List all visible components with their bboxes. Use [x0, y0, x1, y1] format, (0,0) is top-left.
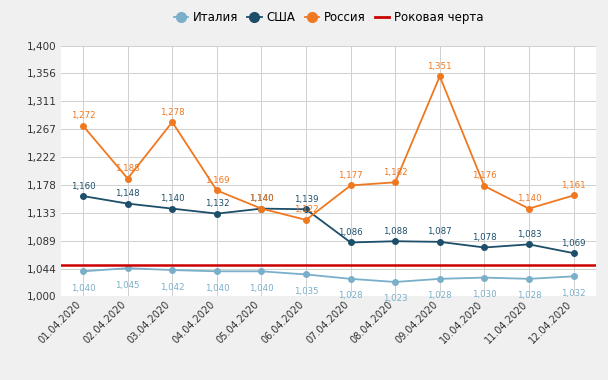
Text: 1,160: 1,160 [71, 182, 95, 190]
США [347, 240, 354, 245]
Text: 1,086: 1,086 [338, 228, 363, 237]
Россия [302, 218, 309, 222]
Италия [302, 272, 309, 277]
Text: 1,140: 1,140 [249, 194, 274, 203]
Италия [124, 266, 131, 271]
Text: 1,040: 1,040 [204, 284, 229, 293]
Text: 1,169: 1,169 [205, 176, 229, 185]
Роковая черта [80, 263, 87, 267]
Италия [481, 276, 488, 280]
Россия [436, 74, 443, 79]
Италия [80, 269, 87, 274]
Россия [213, 188, 221, 193]
Text: 1,278: 1,278 [160, 108, 185, 117]
Text: 1,272: 1,272 [71, 111, 95, 120]
Россия [80, 124, 87, 128]
Италия [213, 269, 221, 274]
Россия [258, 206, 265, 211]
Роковая черта [124, 263, 131, 267]
Text: 1,139: 1,139 [294, 195, 318, 204]
Text: 1,140: 1,140 [517, 194, 541, 203]
Россия [168, 120, 176, 124]
Text: 1,040: 1,040 [71, 284, 95, 293]
Text: 1,122: 1,122 [294, 205, 319, 214]
США [436, 239, 443, 244]
Text: 1,087: 1,087 [427, 227, 452, 236]
США [570, 251, 577, 255]
Line: Россия: Россия [80, 74, 576, 223]
Legend: Италия, США, Россия, Роковая черта: Италия, США, Россия, Роковая черта [169, 6, 488, 29]
Text: 1,035: 1,035 [294, 287, 319, 296]
Text: 1,188: 1,188 [116, 164, 140, 173]
Италия [570, 274, 577, 279]
Text: 1,040: 1,040 [249, 284, 274, 293]
Россия [347, 183, 354, 188]
Россия [525, 206, 533, 211]
Text: 1,045: 1,045 [116, 281, 140, 290]
Россия [570, 193, 577, 198]
США [168, 206, 176, 211]
Line: США: США [80, 193, 576, 256]
Text: 1,028: 1,028 [338, 291, 363, 300]
США [481, 245, 488, 250]
Text: 1,182: 1,182 [383, 168, 407, 177]
Text: 1,069: 1,069 [561, 239, 586, 248]
Text: 1,351: 1,351 [427, 62, 452, 71]
Text: 1,030: 1,030 [472, 290, 497, 299]
Text: 1,083: 1,083 [517, 230, 541, 239]
Text: 1,132: 1,132 [204, 199, 229, 208]
США [258, 206, 265, 211]
Line: Италия: Италия [80, 265, 576, 285]
Text: 1,023: 1,023 [383, 294, 407, 304]
Text: 1,177: 1,177 [338, 171, 363, 180]
Text: 1,088: 1,088 [383, 226, 407, 236]
Text: 1,148: 1,148 [116, 189, 140, 198]
Text: 1,032: 1,032 [561, 289, 586, 298]
США [213, 211, 221, 216]
Россия [392, 180, 399, 185]
США [525, 242, 533, 247]
Италия [436, 277, 443, 281]
США [302, 207, 309, 212]
Италия [347, 277, 354, 281]
Италия [392, 280, 399, 284]
США [80, 194, 87, 198]
Text: 1,161: 1,161 [561, 181, 586, 190]
Text: 1,028: 1,028 [517, 291, 541, 300]
Text: 1,140: 1,140 [160, 194, 185, 203]
Text: 1,176: 1,176 [472, 171, 497, 180]
США [124, 201, 131, 206]
Италия [258, 269, 265, 274]
Text: 1,140: 1,140 [249, 194, 274, 203]
Италия [168, 268, 176, 272]
Россия [124, 176, 131, 181]
Италия [525, 277, 533, 281]
Text: 1,028: 1,028 [427, 291, 452, 300]
Text: 1,042: 1,042 [160, 283, 185, 291]
США [392, 239, 399, 244]
Россия [481, 184, 488, 188]
Text: 1,078: 1,078 [472, 233, 497, 242]
